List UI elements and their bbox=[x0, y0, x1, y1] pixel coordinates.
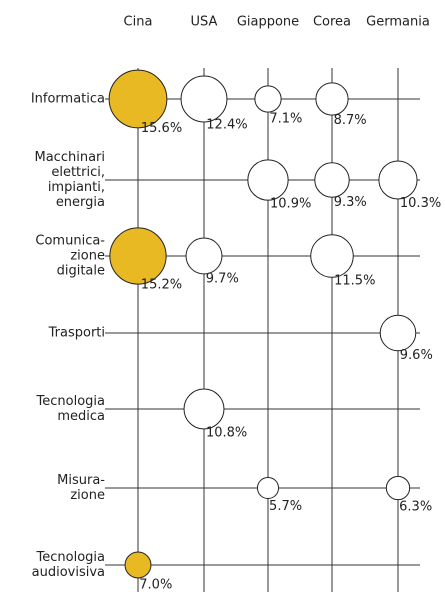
bubble bbox=[247, 159, 289, 201]
value-label: 6.3% bbox=[399, 499, 432, 514]
bubble bbox=[109, 227, 167, 285]
value-label: 7.0% bbox=[139, 577, 172, 592]
value-label: 11.5% bbox=[334, 273, 375, 288]
bubble bbox=[379, 314, 417, 352]
value-label: 7.1% bbox=[269, 111, 302, 126]
column-label: Corea bbox=[313, 15, 351, 30]
value-label: 10.3% bbox=[400, 196, 441, 211]
value-label: 9.3% bbox=[334, 195, 367, 210]
bubble bbox=[256, 476, 280, 500]
value-label: 10.8% bbox=[206, 425, 247, 440]
bubble bbox=[254, 85, 282, 113]
bubble bbox=[314, 162, 350, 198]
column-label: USA bbox=[191, 15, 218, 30]
row-label: Trasporti bbox=[48, 325, 105, 341]
bubble bbox=[108, 69, 168, 129]
bubble bbox=[378, 160, 418, 200]
value-label: 12.4% bbox=[206, 117, 247, 132]
row-label: Comunica- zione digitale bbox=[35, 233, 105, 279]
bubble bbox=[124, 551, 152, 579]
bubble bbox=[310, 234, 354, 278]
value-label: 8.7% bbox=[334, 113, 367, 128]
column-label: Giappone bbox=[237, 15, 299, 30]
bubble bbox=[180, 75, 228, 123]
row-label: Informatica bbox=[30, 91, 105, 107]
bubble bbox=[185, 237, 223, 275]
value-label: 9.7% bbox=[206, 271, 239, 286]
value-label: 10.9% bbox=[270, 197, 311, 212]
row-label: Tecnologia medica bbox=[36, 394, 105, 424]
bubble bbox=[315, 82, 349, 116]
column-label: Germania bbox=[366, 15, 430, 30]
row-label: Misura- zione bbox=[57, 473, 105, 503]
column-label: Cina bbox=[124, 15, 153, 30]
bubble bbox=[385, 475, 411, 501]
bubble bbox=[183, 388, 225, 430]
value-label: 15.6% bbox=[141, 121, 182, 136]
value-label: 5.7% bbox=[269, 499, 302, 514]
row-label: Tecnologia audiovisiva bbox=[31, 550, 105, 580]
row-label: Macchinari elettrici, impianti, energia bbox=[34, 150, 106, 210]
value-label: 9.6% bbox=[400, 348, 433, 363]
value-label: 15.2% bbox=[141, 277, 182, 292]
